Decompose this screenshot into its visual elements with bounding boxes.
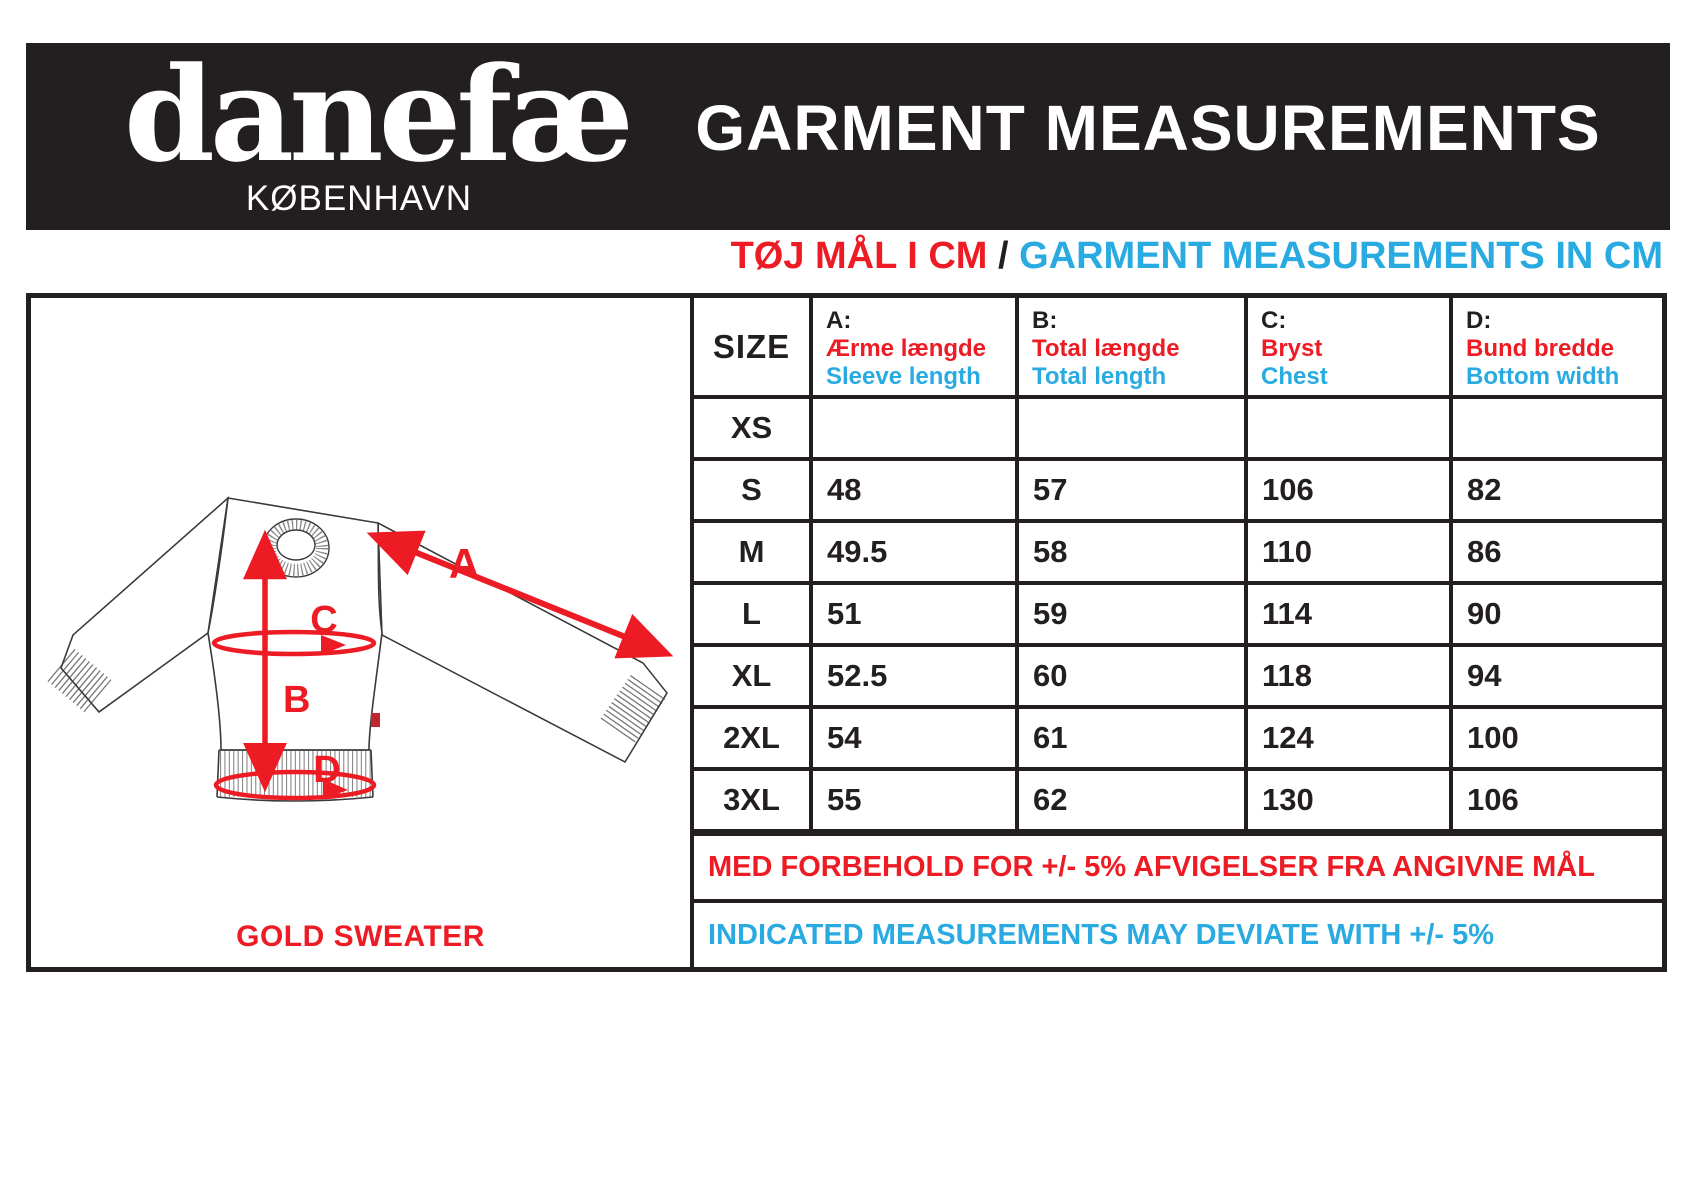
- measure-label-b: B: [283, 679, 310, 721]
- size-label: 2XL: [694, 709, 813, 771]
- brand-logo-block: danefæ KØBENHAVN: [124, 38, 634, 230]
- value-cell: 58: [1019, 523, 1248, 585]
- column-header-size: SIZE: [694, 298, 813, 399]
- product-label: GOLD SWEATER: [236, 920, 485, 953]
- value-cell: [1453, 399, 1662, 461]
- size-label: L: [694, 585, 813, 647]
- brand-city: KØBENHAVN: [245, 179, 473, 218]
- value-cell: 130: [1248, 771, 1453, 833]
- value-cell: 62: [1019, 771, 1248, 833]
- value-cell: [1248, 399, 1453, 461]
- value-cell: 118: [1248, 647, 1453, 709]
- left-sleeve: [47, 496, 229, 714]
- column-header-b: B: Total længde Total length: [1019, 298, 1248, 399]
- size-label: S: [694, 461, 813, 523]
- value-cell: [1019, 399, 1248, 461]
- measure-arrow-a: [366, 530, 674, 659]
- value-cell: 51: [813, 585, 1019, 647]
- value-cell: 86: [1453, 523, 1662, 585]
- value-cell: 124: [1248, 709, 1453, 771]
- value-cell: 100: [1453, 709, 1662, 771]
- value-cell: 94: [1453, 647, 1662, 709]
- col-b-english: Total length: [1032, 363, 1167, 390]
- value-cell: 49.5: [813, 523, 1019, 585]
- value-cell: 59: [1019, 585, 1248, 647]
- size-label: XS: [694, 399, 813, 461]
- value-cell: [813, 399, 1019, 461]
- chart-box: A B C D GOLD SWEATER SIZE A: Ærme længde…: [26, 293, 1667, 972]
- value-cell: 82: [1453, 461, 1662, 523]
- col-d-english: Bottom width: [1466, 363, 1620, 390]
- subtitle-separator: /: [987, 235, 1020, 277]
- col-a-danish: Ærme længde: [826, 335, 987, 362]
- col-b-key: B:: [1032, 307, 1058, 334]
- subtitle-danish: TØJ MÅL I CM: [730, 235, 988, 277]
- measure-label-d: D: [313, 749, 340, 791]
- value-cell: 48: [813, 461, 1019, 523]
- value-cell: 52.5: [813, 647, 1019, 709]
- size-label: 3XL: [694, 771, 813, 833]
- col-a-key: A:: [826, 307, 852, 334]
- brand-logo: danefæ: [124, 38, 634, 191]
- measurements-table: SIZE A: Ærme længde Sleeve length B: Tot…: [694, 298, 1662, 967]
- subtitle: TØJ MÅL I CM / GARMENT MEASUREMENTS IN C…: [731, 235, 1663, 278]
- table-area: SIZE A: Ærme længde Sleeve length B: Tot…: [690, 298, 1662, 967]
- column-header-a: A: Ærme længde Sleeve length: [813, 298, 1019, 399]
- value-cell: 55: [813, 771, 1019, 833]
- col-a-english: Sleeve length: [826, 363, 981, 390]
- size-label: M: [694, 523, 813, 585]
- size-label: XL: [694, 647, 813, 709]
- value-cell: 106: [1453, 771, 1662, 833]
- measure-label-a: A: [449, 540, 479, 587]
- tolerance-note-english: INDICATED MEASUREMENTS MAY DEVIATE WITH …: [708, 918, 1495, 951]
- tolerance-note-danish: MED FORBEHOLD FOR +/- 5% AFVIGELSER FRA …: [694, 833, 1662, 903]
- col-b-danish: Total længde: [1032, 335, 1180, 362]
- value-cell: 106: [1248, 461, 1453, 523]
- diagram-area: A B C D GOLD SWEATER: [31, 298, 690, 967]
- subtitle-english: GARMENT MEASUREMENTS IN CM: [1019, 235, 1663, 277]
- col-c-english: Chest: [1261, 363, 1328, 390]
- col-c-danish: Bryst: [1261, 335, 1323, 362]
- value-cell: 60: [1019, 647, 1248, 709]
- col-d-key: D:: [1466, 307, 1492, 334]
- column-header-d: D: Bund bredde Bottom width: [1453, 298, 1662, 399]
- measure-arrow-d: [213, 769, 377, 801]
- measure-label-c: C: [310, 599, 337, 641]
- collar: [262, 518, 330, 578]
- page-title: GARMENT MEASUREMENTS: [695, 92, 1601, 164]
- value-cell: 61: [1019, 709, 1248, 771]
- side-tag: [371, 713, 380, 727]
- value-cell: 54: [813, 709, 1019, 771]
- value-cell: 110: [1248, 523, 1453, 585]
- value-cell: 114: [1248, 585, 1453, 647]
- brand-header-bar: danefæ KØBENHAVN GARMENT MEASUREMENTS: [26, 38, 1670, 230]
- right-sleeve: [377, 521, 668, 763]
- sweater-diagram: A B C D: [47, 496, 674, 802]
- column-header-c: C: Bryst Chest: [1248, 298, 1453, 399]
- col-c-key: C:: [1261, 307, 1287, 334]
- value-cell: 90: [1453, 585, 1662, 647]
- col-d-danish: Bund bredde: [1466, 335, 1614, 362]
- value-cell: 57: [1019, 461, 1248, 523]
